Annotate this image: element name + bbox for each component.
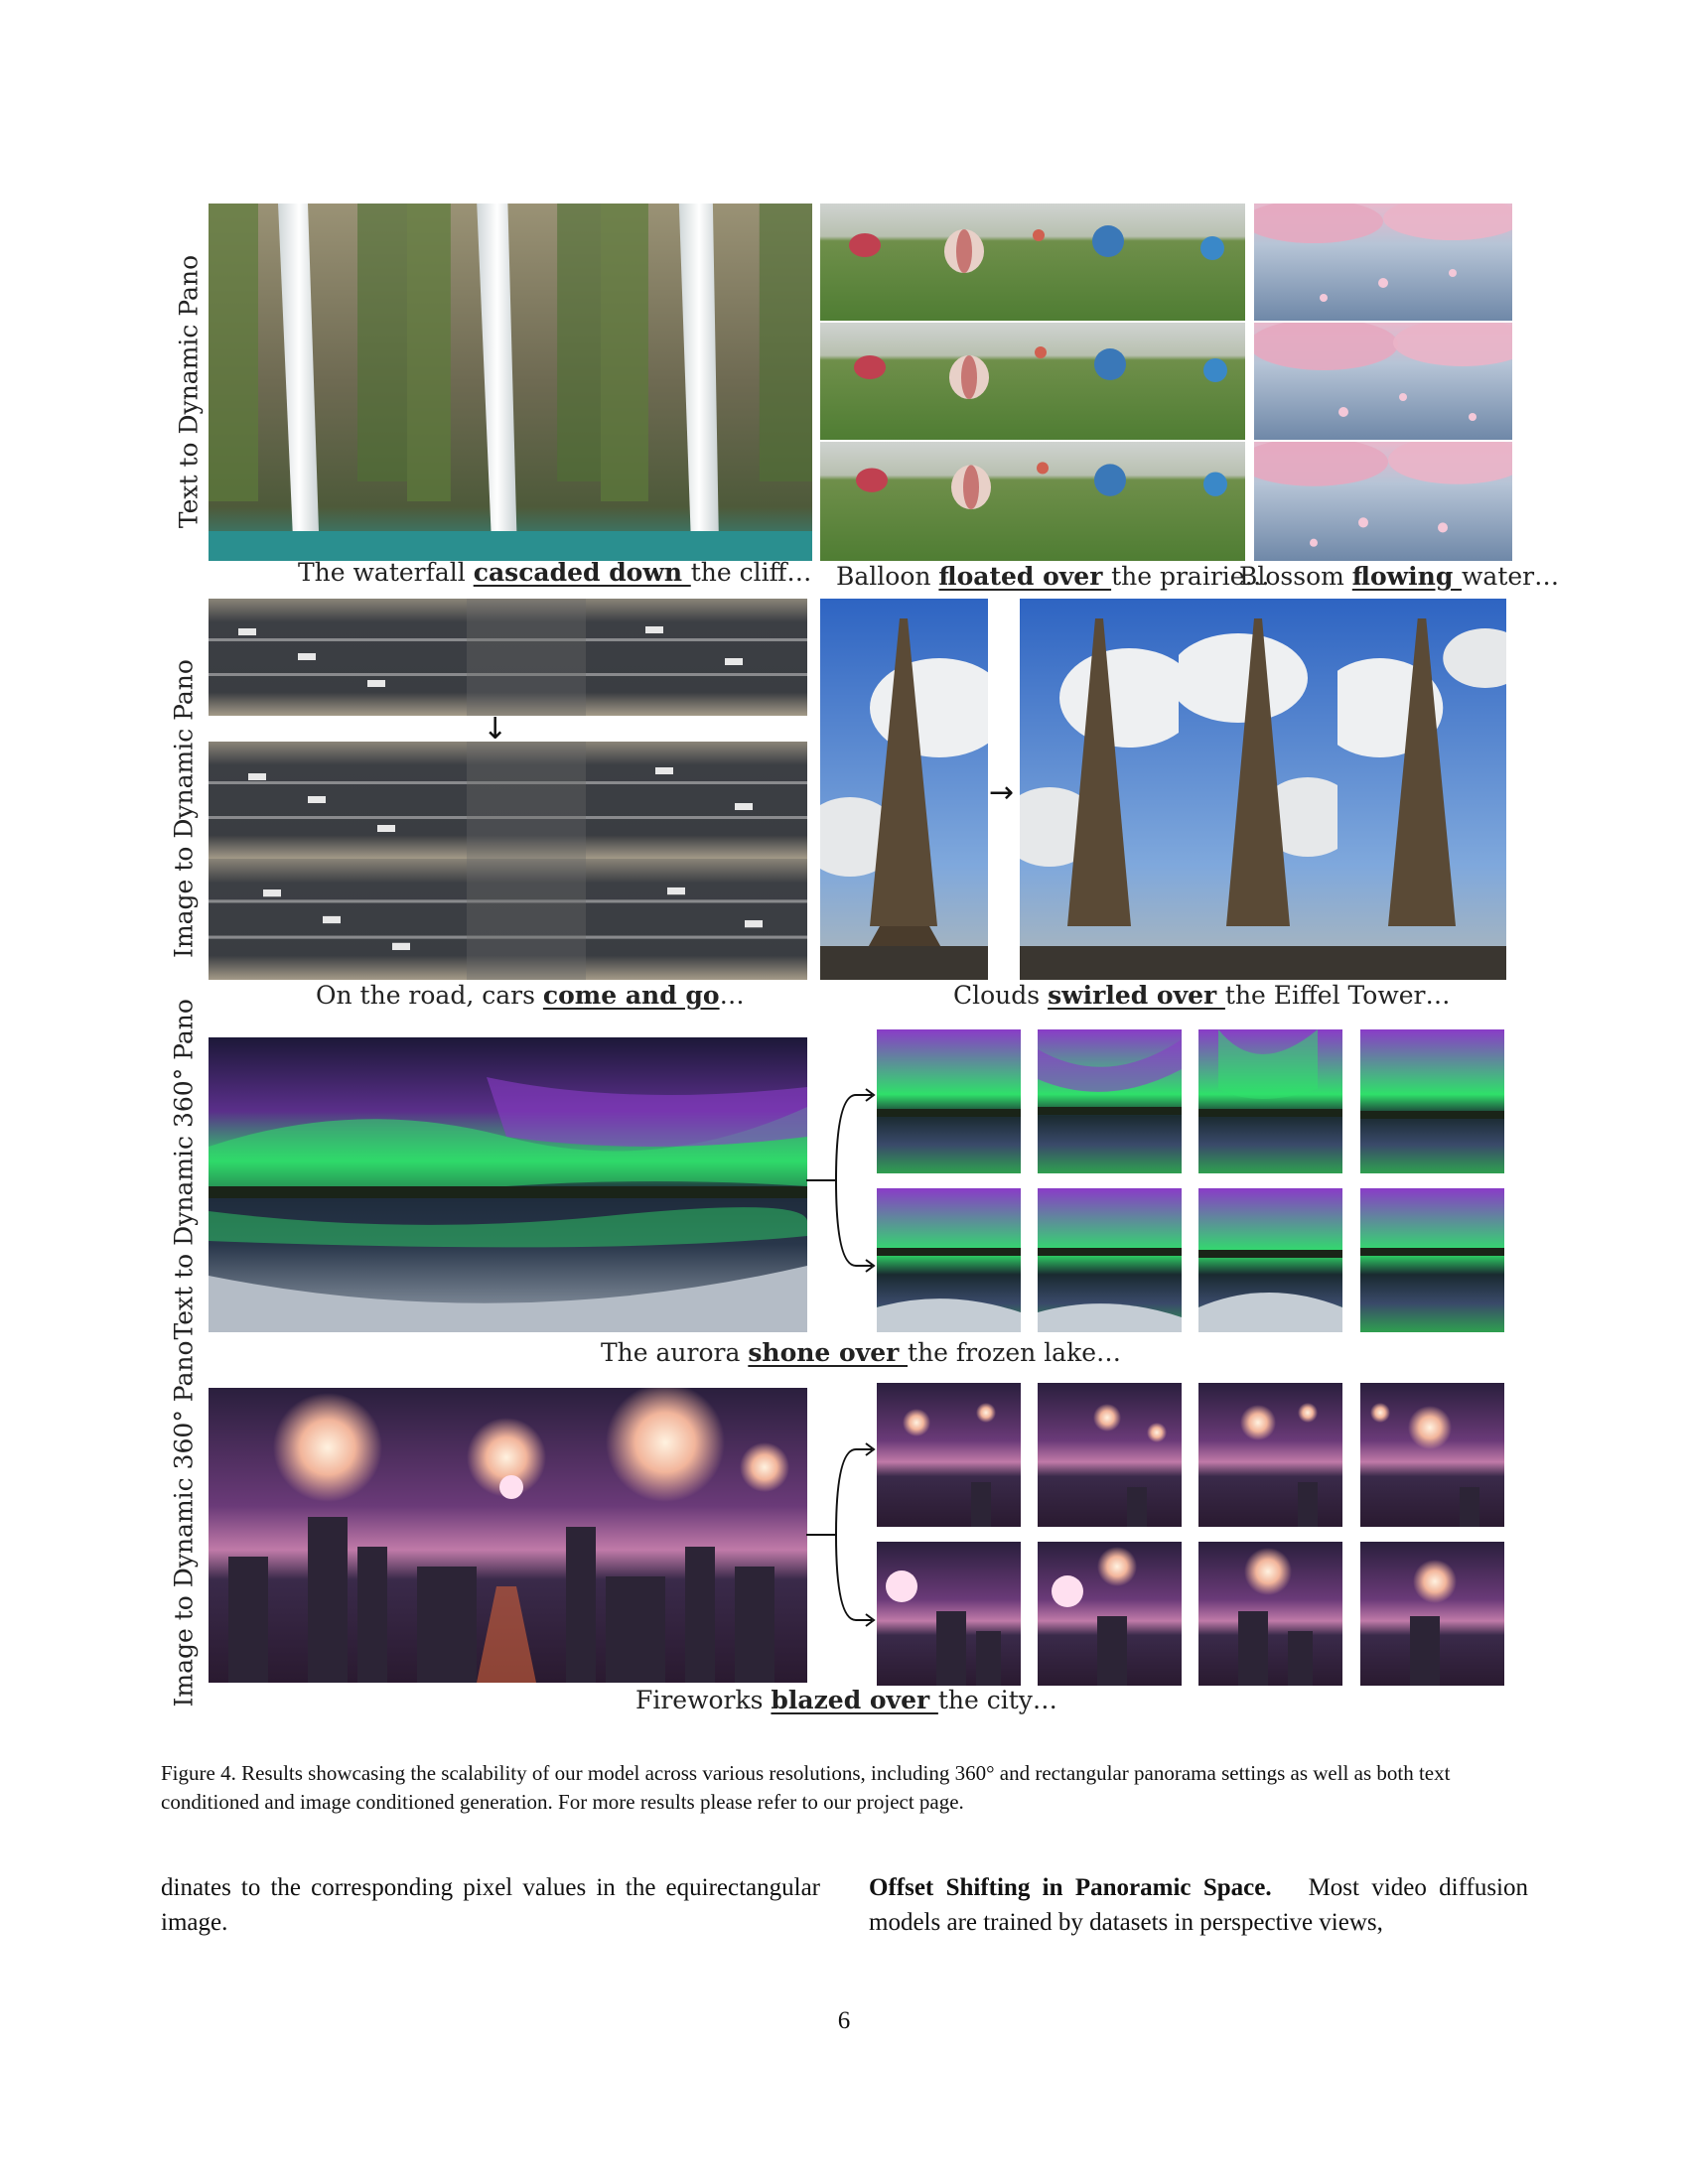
blossom-frame-2 — [1254, 323, 1512, 440]
down-arrow-icon: ↓ — [483, 712, 508, 747]
figure-caption: Figure 4. Results showcasing the scalabi… — [161, 1761, 1451, 1814]
row-label-image-to-dynamic-pano: Image to Dynamic Pano — [169, 659, 199, 958]
fireworks-panorama — [209, 1388, 807, 1683]
road-output-frame-2 — [209, 859, 807, 980]
section-heading: Offset Shifting in Panoramic Space. — [869, 1874, 1272, 1901]
aurora-view-1 — [877, 1029, 1021, 1173]
caption-fireworks: Fireworks blazed over the city… — [635, 1686, 1057, 1714]
aurora-view-5 — [877, 1188, 1021, 1332]
road-input-image — [209, 599, 807, 716]
balloon-frame-2 — [820, 323, 1245, 440]
aurora-view-7 — [1198, 1188, 1342, 1332]
section-text: Most video diffusion models are trained … — [869, 1874, 1529, 1936]
fireworks-view-6 — [1038, 1542, 1182, 1686]
fireworks-view-3 — [1198, 1383, 1342, 1527]
eiffel-input-image — [820, 599, 988, 980]
aurora-view-4 — [1360, 1029, 1504, 1173]
waterfall-frame-2 — [407, 204, 601, 561]
caption-aurora: The aurora shone over the frozen lake… — [601, 1338, 1122, 1367]
caption-waterfall: The waterfall cascaded down the cliff… — [298, 558, 812, 587]
blossom-frame-3 — [1254, 442, 1512, 561]
fireworks-view-1 — [877, 1383, 1021, 1527]
fireworks-view-7 — [1198, 1542, 1342, 1686]
caption-blossom: Blossom flowing water… — [1239, 562, 1560, 591]
right-column-text: Offset Shifting in Panoramic Space. Most… — [869, 1870, 1528, 1940]
aurora-view-3 — [1198, 1029, 1342, 1173]
balloon-frame-3 — [820, 442, 1245, 561]
branch-connector-aurora — [806, 1088, 876, 1273]
fireworks-view-5 — [877, 1542, 1021, 1686]
caption-balloon: Balloon floated over the prairie… — [836, 562, 1270, 591]
fireworks-view-8 — [1360, 1542, 1504, 1686]
fireworks-view-4 — [1360, 1383, 1504, 1527]
aurora-view-6 — [1038, 1188, 1182, 1332]
road-output-frame-1 — [209, 742, 807, 859]
row-label-image-to-dynamic-360-pano: Image to Dynamic 360° Pano — [169, 1340, 199, 1707]
caption-eiffel: Clouds swirled over the Eiffel Tower… — [953, 981, 1451, 1010]
caption-road: On the road, cars come and go… — [316, 981, 745, 1010]
waterfall-frame-3 — [601, 204, 812, 561]
page-number: 6 — [837, 2007, 851, 2034]
eiffel-output-frame-1 — [1020, 599, 1179, 980]
waterfall-frame-1 — [209, 204, 407, 561]
row-label-text-to-dynamic-360-pano: Text to Dynamic 360° Pano — [169, 999, 199, 1340]
row-label-text-to-dynamic-pano: Text to Dynamic Pano — [174, 254, 204, 529]
right-arrow-icon: → — [989, 775, 1015, 810]
aurora-view-2 — [1038, 1029, 1182, 1173]
balloon-frame-1 — [820, 204, 1245, 321]
aurora-panorama — [209, 1037, 807, 1332]
eiffel-output-frame-2 — [1179, 599, 1337, 980]
eiffel-output-frame-3 — [1337, 599, 1506, 980]
blossom-frame-1 — [1254, 204, 1512, 321]
left-column-text: dinates to the corresponding pixel value… — [161, 1874, 820, 1936]
branch-connector-fireworks — [806, 1442, 876, 1627]
aurora-view-8 — [1360, 1188, 1504, 1332]
fireworks-view-2 — [1038, 1383, 1182, 1527]
